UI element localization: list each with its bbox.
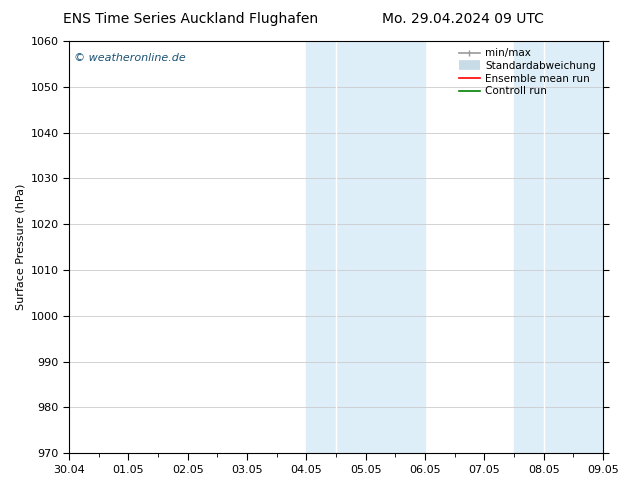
Legend: min/max, Standardabweichung, Ensemble mean run, Controll run: min/max, Standardabweichung, Ensemble me… (457, 46, 598, 98)
Y-axis label: Surface Pressure (hPa): Surface Pressure (hPa) (15, 184, 25, 310)
Text: ENS Time Series Auckland Flughafen: ENS Time Series Auckland Flughafen (63, 12, 318, 26)
Bar (514, 41, 603, 453)
Bar (306, 41, 425, 453)
Text: Mo. 29.04.2024 09 UTC: Mo. 29.04.2024 09 UTC (382, 12, 544, 26)
Text: © weatheronline.de: © weatheronline.de (74, 53, 186, 63)
